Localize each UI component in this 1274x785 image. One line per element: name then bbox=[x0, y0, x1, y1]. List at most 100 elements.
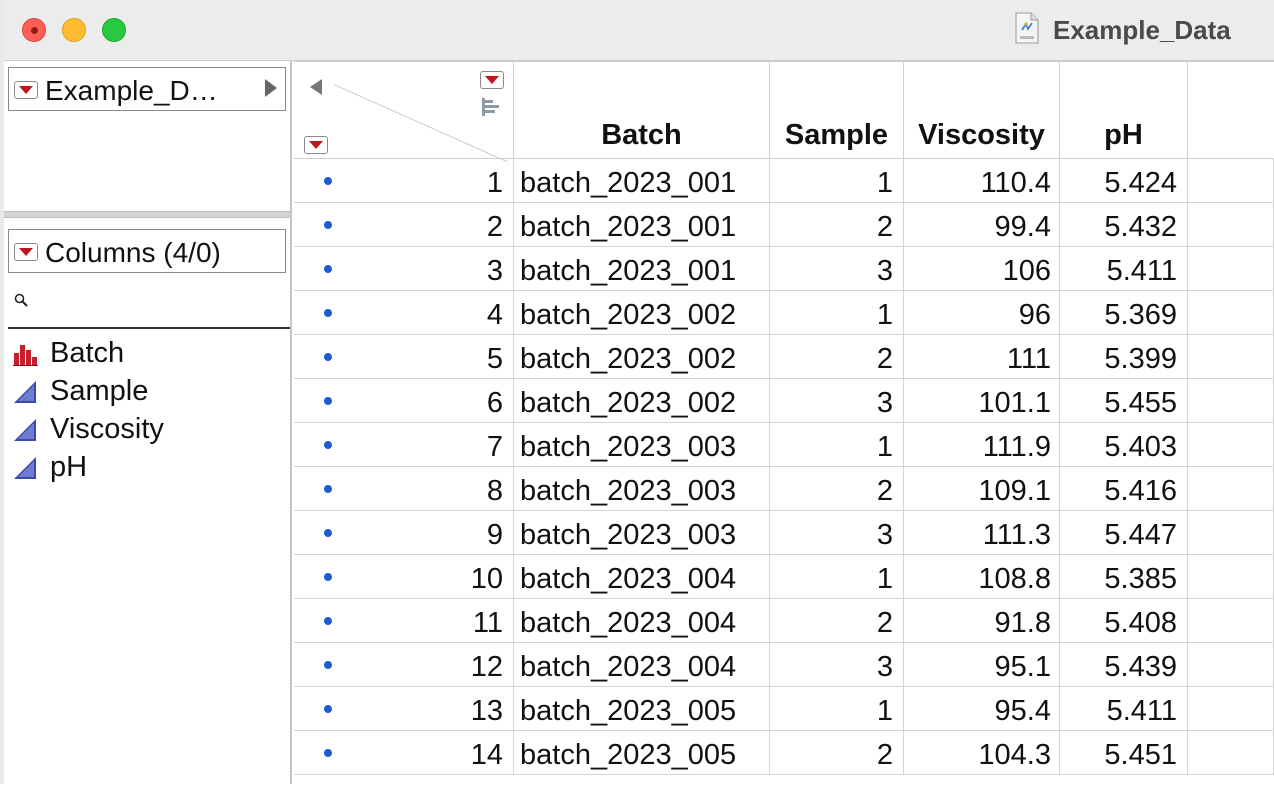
row-number[interactable]: 13 bbox=[294, 687, 514, 731]
row-number[interactable]: 8 bbox=[294, 467, 514, 511]
cell-ph[interactable]: 5.455 bbox=[1060, 379, 1188, 423]
column-header-ph[interactable]: pH bbox=[1060, 62, 1188, 159]
cell-batch[interactable]: batch_2023_003 bbox=[514, 467, 770, 511]
cell-ph[interactable]: 5.399 bbox=[1060, 335, 1188, 379]
table-row[interactable]: 12 batch_2023_004 3 95.1 5.439 bbox=[294, 643, 1274, 687]
table-row[interactable]: 13 batch_2023_005 1 95.4 5.411 bbox=[294, 687, 1274, 731]
table-row[interactable]: 2 batch_2023_001 2 99.4 5.432 bbox=[294, 203, 1274, 247]
cell-batch[interactable]: batch_2023_002 bbox=[514, 379, 770, 423]
cell-batch[interactable]: batch_2023_003 bbox=[514, 511, 770, 555]
column-item-viscosity[interactable]: Viscosity bbox=[12, 411, 288, 449]
cell-sample[interactable]: 2 bbox=[770, 731, 904, 775]
cell-viscosity[interactable]: 91.8 bbox=[904, 599, 1060, 643]
cell-batch[interactable]: batch_2023_001 bbox=[514, 159, 770, 203]
column-item-ph[interactable]: pH bbox=[12, 449, 288, 487]
cell-sample[interactable]: 1 bbox=[770, 159, 904, 203]
table-row[interactable]: 1 batch_2023_001 1 110.4 5.424 bbox=[294, 159, 1274, 203]
cell-viscosity[interactable]: 111.3 bbox=[904, 511, 1060, 555]
cell-ph[interactable]: 5.385 bbox=[1060, 555, 1188, 599]
table-panel-header[interactable]: Example_D… bbox=[8, 67, 286, 111]
cell-ph[interactable]: 5.416 bbox=[1060, 467, 1188, 511]
table-row[interactable]: 8 batch_2023_003 2 109.1 5.416 bbox=[294, 467, 1274, 511]
cell-viscosity[interactable]: 101.1 bbox=[904, 379, 1060, 423]
cell-ph[interactable]: 5.408 bbox=[1060, 599, 1188, 643]
cell-sample[interactable]: 2 bbox=[770, 203, 904, 247]
row-number[interactable]: 5 bbox=[294, 335, 514, 379]
cell-batch[interactable]: batch_2023_001 bbox=[514, 203, 770, 247]
cell-viscosity[interactable]: 108.8 bbox=[904, 555, 1060, 599]
cell-viscosity[interactable]: 111.9 bbox=[904, 423, 1060, 467]
row-number[interactable]: 4 bbox=[294, 291, 514, 335]
cell-batch[interactable]: batch_2023_003 bbox=[514, 423, 770, 467]
row-number[interactable]: 3 bbox=[294, 247, 514, 291]
collapse-left-arrow-icon[interactable] bbox=[310, 79, 322, 95]
cell-ph[interactable]: 5.447 bbox=[1060, 511, 1188, 555]
cell-ph[interactable]: 5.411 bbox=[1060, 687, 1188, 731]
table-row[interactable]: 4 batch_2023_002 1 96 5.369 bbox=[294, 291, 1274, 335]
cell-batch[interactable]: batch_2023_004 bbox=[514, 599, 770, 643]
columns-panel-header[interactable]: Columns (4/0) bbox=[8, 229, 286, 273]
cell-viscosity[interactable]: 95.4 bbox=[904, 687, 1060, 731]
column-header-viscosity[interactable]: Viscosity bbox=[904, 62, 1060, 159]
expand-arrow-icon[interactable] bbox=[265, 79, 277, 97]
row-number[interactable]: 6 bbox=[294, 379, 514, 423]
row-number[interactable]: 2 bbox=[294, 203, 514, 247]
cell-sample[interactable]: 3 bbox=[770, 379, 904, 423]
cell-ph[interactable]: 5.369 bbox=[1060, 291, 1188, 335]
cell-sample[interactable]: 3 bbox=[770, 247, 904, 291]
column-search-input[interactable] bbox=[34, 289, 288, 321]
cell-ph[interactable]: 5.439 bbox=[1060, 643, 1188, 687]
cell-sample[interactable]: 2 bbox=[770, 467, 904, 511]
close-window-button[interactable] bbox=[22, 18, 46, 42]
cell-batch[interactable]: batch_2023_004 bbox=[514, 643, 770, 687]
cell-batch[interactable]: batch_2023_002 bbox=[514, 335, 770, 379]
cell-sample[interactable]: 3 bbox=[770, 643, 904, 687]
cell-ph[interactable]: 5.451 bbox=[1060, 731, 1188, 775]
cell-batch[interactable]: batch_2023_005 bbox=[514, 731, 770, 775]
cell-batch[interactable]: batch_2023_005 bbox=[514, 687, 770, 731]
table-row[interactable]: 7 batch_2023_003 1 111.9 5.403 bbox=[294, 423, 1274, 467]
row-number[interactable]: 14 bbox=[294, 731, 514, 775]
table-row[interactable]: 14 batch_2023_005 2 104.3 5.451 bbox=[294, 731, 1274, 775]
table-row[interactable]: 3 batch_2023_001 3 106 5.411 bbox=[294, 247, 1274, 291]
cell-sample[interactable]: 2 bbox=[770, 335, 904, 379]
cell-ph[interactable]: 5.403 bbox=[1060, 423, 1188, 467]
row-number[interactable]: 12 bbox=[294, 643, 514, 687]
rows-menu-red-triangle-icon[interactable] bbox=[304, 136, 328, 154]
column-header-sample[interactable]: Sample bbox=[770, 62, 904, 159]
row-number[interactable]: 7 bbox=[294, 423, 514, 467]
cell-viscosity[interactable]: 99.4 bbox=[904, 203, 1060, 247]
row-number[interactable]: 1 bbox=[294, 159, 514, 203]
zoom-window-button[interactable] bbox=[102, 18, 126, 42]
cell-sample[interactable]: 1 bbox=[770, 687, 904, 731]
panel-splitter[interactable] bbox=[4, 211, 290, 218]
minimize-window-button[interactable] bbox=[62, 18, 86, 42]
cell-sample[interactable]: 3 bbox=[770, 511, 904, 555]
cell-viscosity[interactable]: 106 bbox=[904, 247, 1060, 291]
cell-viscosity[interactable]: 111 bbox=[904, 335, 1060, 379]
column-headers-toggle-icon[interactable] bbox=[480, 96, 502, 118]
cell-viscosity[interactable]: 110.4 bbox=[904, 159, 1060, 203]
table-row[interactable]: 10 batch_2023_004 1 108.8 5.385 bbox=[294, 555, 1274, 599]
column-item-batch[interactable]: Batch bbox=[12, 335, 288, 373]
cell-ph[interactable]: 5.424 bbox=[1060, 159, 1188, 203]
table-row[interactable]: 11 batch_2023_004 2 91.8 5.408 bbox=[294, 599, 1274, 643]
cell-viscosity[interactable]: 95.1 bbox=[904, 643, 1060, 687]
columns-menu-red-triangle-icon[interactable] bbox=[480, 71, 504, 89]
cell-sample[interactable]: 1 bbox=[770, 291, 904, 335]
table-red-triangle-menu-icon[interactable] bbox=[14, 81, 38, 99]
cell-viscosity[interactable]: 104.3 bbox=[904, 731, 1060, 775]
cell-ph[interactable]: 5.411 bbox=[1060, 247, 1188, 291]
cell-batch[interactable]: batch_2023_004 bbox=[514, 555, 770, 599]
column-filter[interactable] bbox=[8, 283, 290, 329]
cell-ph[interactable]: 5.432 bbox=[1060, 203, 1188, 247]
table-row[interactable]: 5 batch_2023_002 2 111 5.399 bbox=[294, 335, 1274, 379]
cell-sample[interactable]: 1 bbox=[770, 423, 904, 467]
row-number[interactable]: 11 bbox=[294, 599, 514, 643]
column-header-batch[interactable]: Batch bbox=[514, 62, 770, 159]
cell-sample[interactable]: 1 bbox=[770, 555, 904, 599]
cell-batch[interactable]: batch_2023_001 bbox=[514, 247, 770, 291]
cell-viscosity[interactable]: 96 bbox=[904, 291, 1060, 335]
cell-sample[interactable]: 2 bbox=[770, 599, 904, 643]
table-row[interactable]: 6 batch_2023_002 3 101.1 5.455 bbox=[294, 379, 1274, 423]
